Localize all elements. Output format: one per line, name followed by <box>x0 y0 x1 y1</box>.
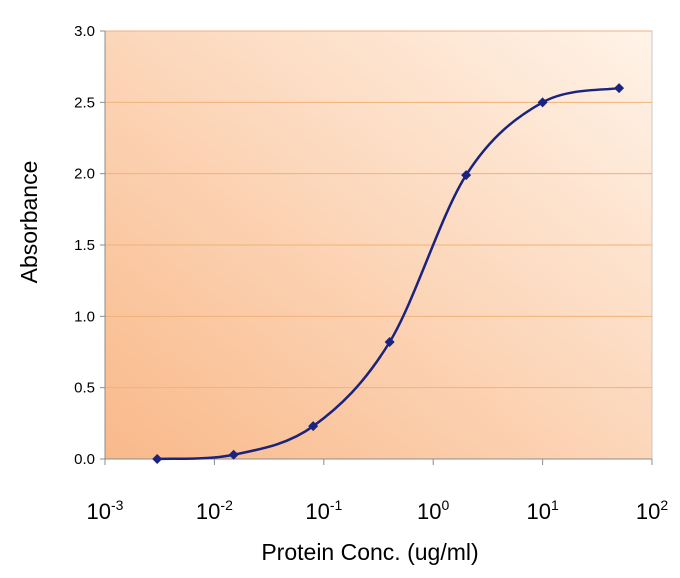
x-axis: 10-3 10-2 10-1 100 101 102 <box>87 458 668 524</box>
data-point <box>614 83 625 94</box>
y-axis: 0.0 0.5 1.0 1.5 2.0 2.5 3.0 <box>74 23 106 468</box>
x-tick-label: 10-2 <box>196 497 233 524</box>
y-tick-label: 0.0 <box>74 451 95 468</box>
y-axis-title: Absorbance <box>16 161 42 284</box>
data-point <box>228 449 239 460</box>
y-tick-label: 1.5 <box>74 237 95 254</box>
data-point <box>152 454 163 464</box>
gridlines <box>105 30 652 389</box>
y-tick-label: 1.0 <box>74 308 95 325</box>
series-line <box>157 86 620 461</box>
data-point <box>308 421 319 432</box>
y-tick-label: 0.5 <box>74 380 95 397</box>
y-tick-label: 2.5 <box>74 94 95 111</box>
x-tick-label: 10-1 <box>305 497 342 524</box>
data-point <box>537 97 548 108</box>
series-group <box>152 83 625 464</box>
data-point <box>461 170 472 181</box>
y-tick-label: 2.0 <box>74 166 95 183</box>
x-axis-title: Protein Conc. (ug/ml) <box>261 539 478 565</box>
data-point <box>384 337 395 348</box>
x-tick-label: 100 <box>417 497 449 524</box>
x-tick-label: 102 <box>636 497 668 524</box>
x-tick-label: 10-3 <box>87 497 124 524</box>
y-tick-label: 3.0 <box>74 23 95 40</box>
x-tick-label: 101 <box>526 497 558 524</box>
